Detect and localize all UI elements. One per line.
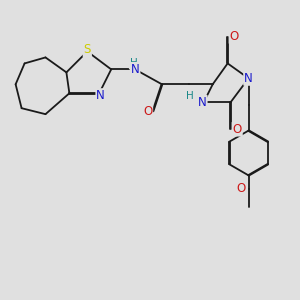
Text: O: O [236,182,246,195]
Text: N: N [131,63,140,76]
Text: N: N [96,89,105,102]
Text: O: O [143,105,152,118]
Text: N: N [198,96,207,109]
Text: O: O [230,30,239,43]
Text: N: N [244,72,253,85]
Text: H: H [130,58,137,68]
Text: H: H [186,91,194,101]
Text: S: S [84,44,91,56]
Text: O: O [232,123,242,136]
